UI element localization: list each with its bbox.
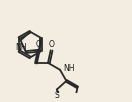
Text: NH: NH: [15, 43, 26, 52]
Text: NH: NH: [63, 64, 75, 73]
Text: O: O: [49, 40, 55, 49]
Text: O: O: [36, 40, 42, 49]
Text: S: S: [55, 91, 59, 100]
